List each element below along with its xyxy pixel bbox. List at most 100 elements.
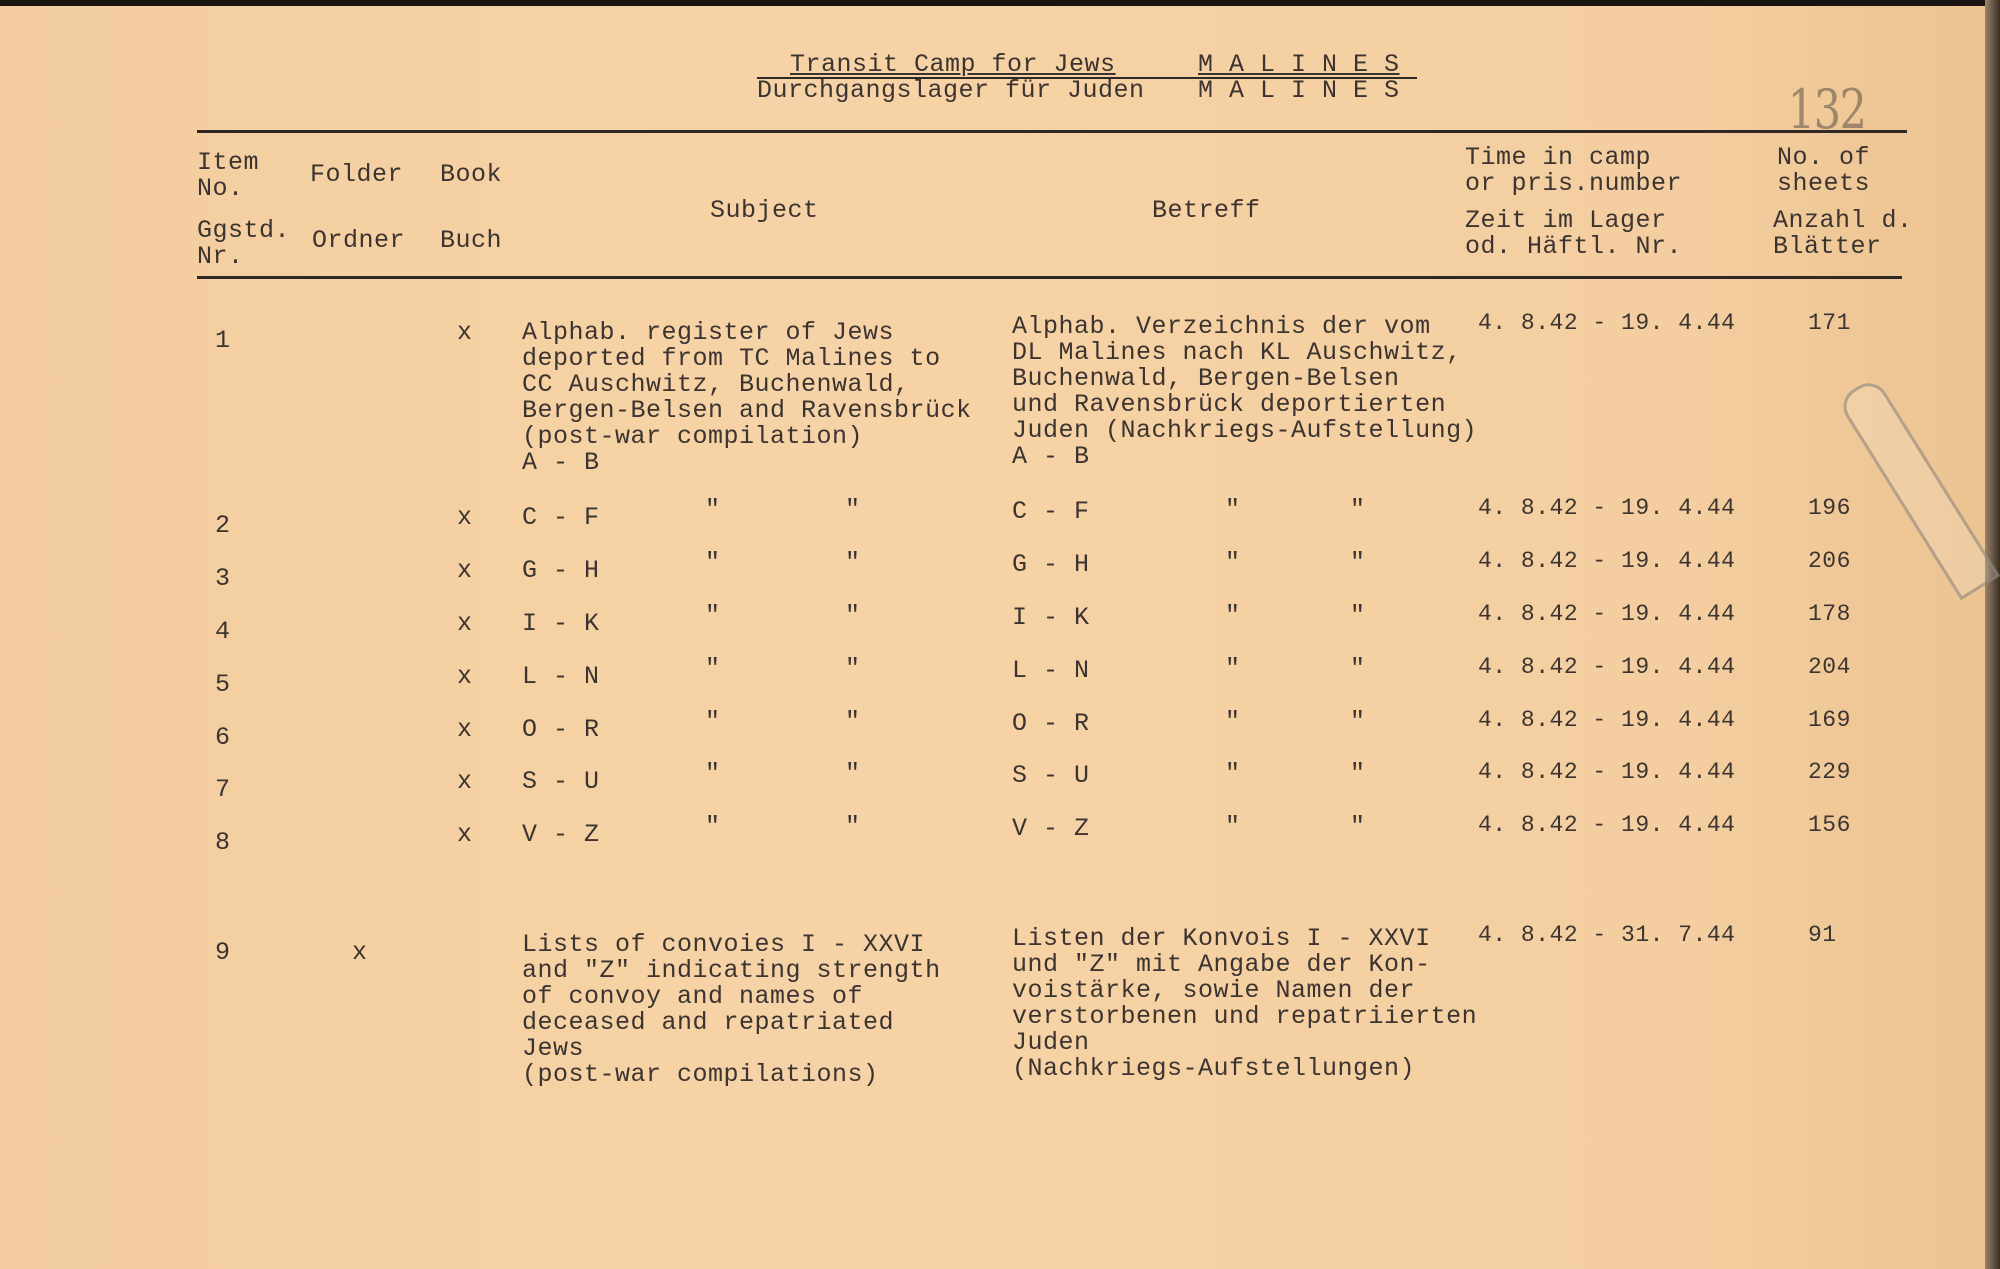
ditto-mark: " (1350, 495, 1366, 524)
row-betreff: Alphab. Verzeichnis der vom DL Malines n… (1012, 312, 1478, 471)
row-item-number: 7 (215, 775, 231, 804)
ditto-mark: " (1225, 495, 1241, 524)
ditto-mark: " (845, 548, 861, 577)
row-betreff: V - Z (1012, 814, 1090, 843)
ditto-mark: " (1225, 601, 1241, 630)
col-betreff: Betreff (1152, 196, 1261, 225)
ditto-mark: " (705, 495, 721, 524)
title-underline (757, 77, 1417, 79)
row-betreff: G - H (1012, 550, 1090, 579)
row-time-in-camp: 4. 8.42 - 19. 4.44 (1478, 759, 1736, 785)
row-betreff: L - N (1012, 656, 1090, 685)
row-subject: I - K (522, 609, 600, 638)
row-betreff: O - R (1012, 709, 1090, 738)
row-subject: V - Z (522, 820, 600, 849)
ditto-mark: " (845, 707, 861, 736)
col-sheets-en: No. of sheets (1777, 143, 1871, 198)
row-subject: Alphab. register of Jews deported from T… (522, 318, 972, 477)
ditto-mark: " (1225, 759, 1241, 788)
ditto-mark: " (1225, 707, 1241, 736)
row-time-in-camp: 4. 8.42 - 19. 4.44 (1478, 495, 1736, 521)
title-en: Transit Camp for Jews (790, 50, 1116, 79)
row-item-number: 6 (215, 723, 231, 752)
ditto-mark: " (1350, 707, 1366, 736)
row-item-number: 3 (215, 564, 231, 593)
col-time-en: Time in camp or pris.number (1465, 143, 1683, 198)
row-sheet-count: 229 (1808, 759, 1851, 785)
top-rule (197, 130, 1907, 133)
row-betreff: S - U (1012, 761, 1090, 790)
ditto-mark: " (845, 601, 861, 630)
ditto-mark: " (845, 495, 861, 524)
row-sheet-count: 204 (1808, 654, 1851, 680)
ditto-mark: " (1350, 759, 1366, 788)
row-book-mark: x (457, 318, 473, 347)
row-book-mark: x (457, 820, 473, 849)
row-sheet-count: 169 (1808, 707, 1851, 733)
header-rule (197, 276, 1902, 279)
row-time-in-camp: 4. 8.42 - 19. 4.44 (1478, 654, 1736, 680)
row-sheet-count: 206 (1808, 548, 1851, 574)
row-time-in-camp: 4. 8.42 - 19. 4.44 (1478, 707, 1736, 733)
ditto-mark: " (705, 548, 721, 577)
ditto-mark: " (1225, 548, 1241, 577)
row-subject: G - H (522, 556, 600, 585)
row-subject: Lists of convoies I - XXVI and "Z" indic… (522, 930, 941, 1089)
row-sheet-count: 178 (1808, 601, 1851, 627)
row-time-in-camp: 4. 8.42 - 31. 7.44 (1478, 922, 1736, 948)
document-page (0, 6, 1985, 1269)
ditto-mark: " (1225, 654, 1241, 683)
ditto-mark: " (705, 812, 721, 841)
row-subject: L - N (522, 662, 600, 691)
row-subject: O - R (522, 715, 600, 744)
col-book-de: Buch (440, 226, 503, 255)
ditto-mark: " (845, 654, 861, 683)
row-betreff: C - F (1012, 497, 1090, 526)
ditto-mark: " (705, 707, 721, 736)
col-folder-en: Folder (310, 160, 404, 189)
ditto-mark: " (1350, 548, 1366, 577)
ditto-mark: " (1225, 812, 1241, 841)
row-book-mark: x (457, 662, 473, 691)
col-time-de: Zeit im Lager od. Häftl. Nr. (1465, 206, 1683, 261)
row-item-number: 4 (215, 617, 231, 646)
row-item-number: 1 (215, 326, 231, 355)
row-subject: S - U (522, 767, 600, 796)
ditto-mark: " (1350, 654, 1366, 683)
row-item-number: 2 (215, 511, 231, 540)
ditto-mark: " (845, 759, 861, 788)
col-item-en: Item No. (197, 148, 260, 203)
title-de: Durchgangslager für Juden (757, 76, 1145, 105)
page-edge (1985, 0, 2000, 1269)
ditto-mark: " (845, 812, 861, 841)
row-item-number: 9 (215, 938, 231, 967)
ditto-mark: " (705, 654, 721, 683)
row-subject: C - F (522, 503, 600, 532)
row-time-in-camp: 4. 8.42 - 19. 4.44 (1478, 601, 1736, 627)
row-betreff: Listen der Konvois I - XXVI und "Z" mit … (1012, 924, 1478, 1083)
ditto-mark: " (705, 759, 721, 788)
row-book-mark: x (457, 609, 473, 638)
row-item-number: 8 (215, 828, 231, 857)
row-book-mark: x (457, 503, 473, 532)
row-book-mark: x (457, 715, 473, 744)
ditto-mark: " (1350, 812, 1366, 841)
row-sheet-count: 196 (1808, 495, 1851, 521)
row-betreff: I - K (1012, 603, 1090, 632)
col-folder-de: Ordner (312, 226, 406, 255)
col-item-de: Ggstd. Nr. (197, 216, 291, 271)
row-time-in-camp: 4. 8.42 - 19. 4.44 (1478, 310, 1736, 336)
ditto-mark: " (1350, 601, 1366, 630)
row-time-in-camp: 4. 8.42 - 19. 4.44 (1478, 812, 1736, 838)
place-2: M A L I N E S (1198, 76, 1400, 105)
col-book-en: Book (440, 160, 503, 189)
row-book-mark: x (457, 556, 473, 585)
row-sheet-count: 91 (1808, 922, 1837, 948)
row-folder-mark: x (352, 938, 368, 967)
row-sheet-count: 171 (1808, 310, 1851, 336)
ditto-mark: " (705, 601, 721, 630)
place-1: M A L I N E S (1198, 50, 1400, 79)
row-book-mark: x (457, 767, 473, 796)
col-subject: Subject (710, 196, 819, 225)
row-item-number: 5 (215, 670, 231, 699)
